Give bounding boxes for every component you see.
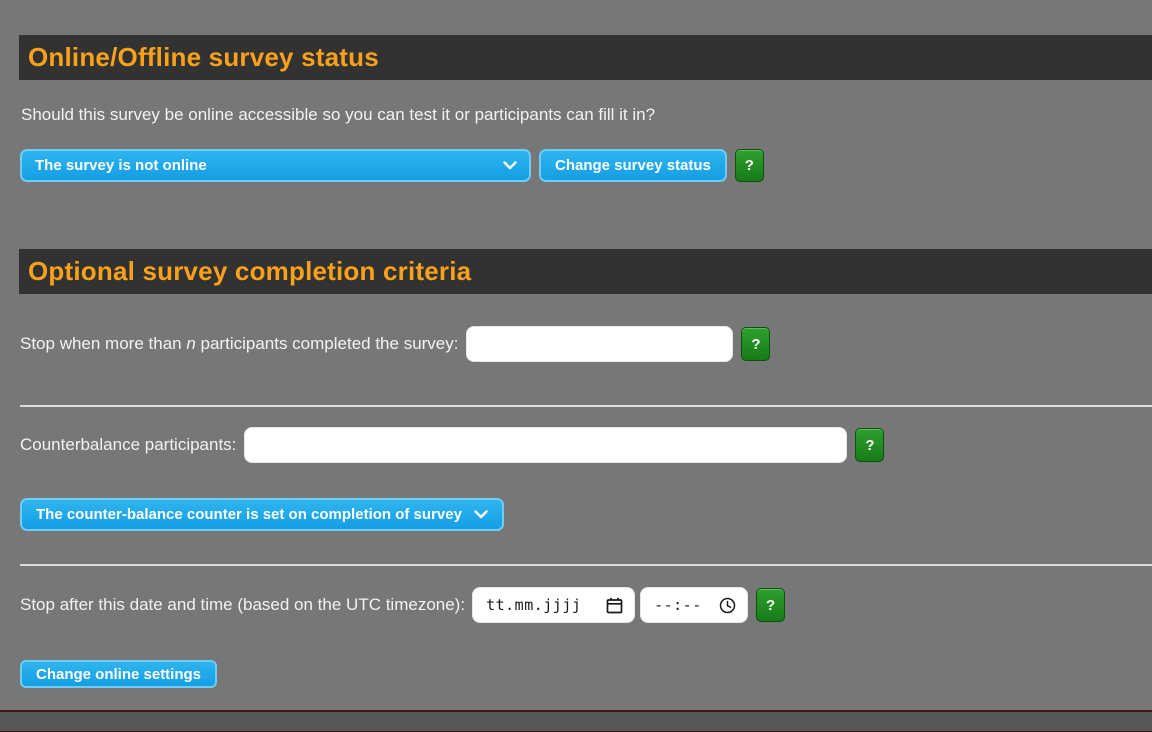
counterbalance-input[interactable]: [244, 427, 848, 463]
help-button-counterbalance[interactable]: ?: [855, 428, 885, 462]
footer-bar: [0, 710, 1152, 732]
help-button-stop-participants[interactable]: ?: [741, 327, 771, 361]
survey-settings-page: Online/Offline survey status Should this…: [0, 35, 1152, 732]
change-survey-status-button[interactable]: Change survey status: [539, 148, 727, 182]
clock-icon[interactable]: [719, 597, 736, 614]
section-header-online-status: Online/Offline survey status: [19, 35, 1152, 80]
help-button-survey-status[interactable]: ?: [734, 148, 764, 182]
variable-n: n: [186, 334, 196, 353]
submit-row: Change online settings: [20, 660, 1152, 688]
stop-time-input[interactable]: --:--: [640, 587, 749, 623]
online-status-controls-row: The survey is not online Change survey s…: [20, 148, 1152, 182]
stop-participants-input[interactable]: [466, 326, 734, 362]
stop-participants-label: Stop when more than n participants compl…: [20, 334, 459, 353]
section-header-completion-criteria: Optional survey completion criteria: [19, 249, 1152, 294]
counterbalance-mode-select-value: The counter-balance counter is set on co…: [36, 506, 462, 523]
online-status-intro-text: Should this survey be online accessible …: [21, 105, 656, 124]
stop-datetime-row: Stop after this date and time (based on …: [20, 587, 1152, 623]
section-title-completion-criteria: Optional survey completion criteria: [28, 256, 472, 286]
section-title-online-status: Online/Offline survey status: [28, 42, 379, 72]
calendar-icon[interactable]: [606, 597, 623, 614]
change-online-settings-button[interactable]: Change online settings: [20, 660, 218, 688]
stop-participants-row: Stop when more than n participants compl…: [20, 326, 1152, 362]
stop-date-input[interactable]: tt.mm.jjjj: [472, 587, 636, 623]
help-button-stop-datetime[interactable]: ?: [756, 588, 786, 622]
divider: [20, 564, 1152, 566]
survey-status-select[interactable]: The survey is not online: [20, 148, 531, 182]
divider: [20, 405, 1152, 407]
time-placeholder-text: --:--: [654, 596, 702, 614]
date-placeholder-text: tt.mm.jjjj: [486, 596, 582, 614]
counterbalance-label: Counterbalance participants:: [20, 435, 237, 454]
counterbalance-row: Counterbalance participants: ?: [20, 427, 1152, 463]
chevron-down-icon: [474, 506, 488, 523]
counterbalance-mode-row: The counter-balance counter is set on co…: [20, 498, 1152, 531]
counterbalance-mode-select[interactable]: The counter-balance counter is set on co…: [20, 498, 504, 531]
chevron-down-icon: [503, 157, 517, 174]
stop-datetime-label: Stop after this date and time (based on …: [20, 595, 466, 614]
survey-status-select-value: The survey is not online: [35, 156, 207, 174]
